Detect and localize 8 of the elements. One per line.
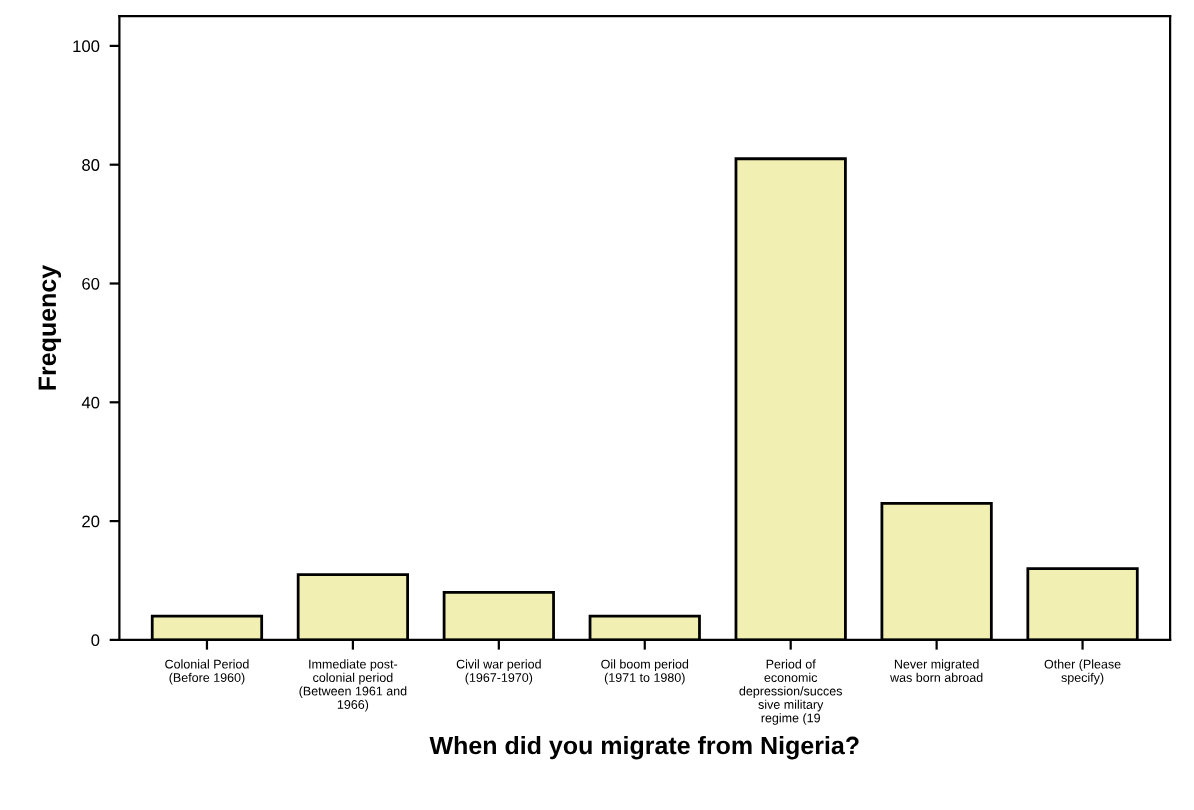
y-tick-label: 20: [82, 515, 100, 528]
y-tick-label: 100: [73, 40, 100, 53]
y-tick-label: 40: [81, 396, 100, 409]
y-tick-label: 0: [91, 634, 100, 647]
y-tick-label: 80: [82, 159, 100, 171]
y-tick-label: 60: [82, 277, 100, 290]
x-axis-title: When did you migrate from Nigeria?: [429, 735, 859, 760]
y-axis-title: Frequency: [38, 264, 62, 390]
